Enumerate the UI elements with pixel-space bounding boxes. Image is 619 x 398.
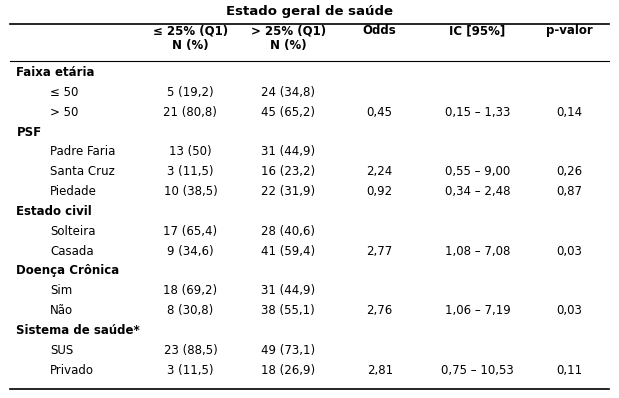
Text: 41 (59,4): 41 (59,4) bbox=[261, 245, 315, 258]
Text: 2,81: 2,81 bbox=[366, 364, 393, 377]
Text: 0,15 – 1,33: 0,15 – 1,33 bbox=[444, 106, 510, 119]
Text: IC [95%]: IC [95%] bbox=[449, 24, 506, 37]
Text: 0,03: 0,03 bbox=[556, 245, 582, 258]
Text: Sistema de saúde*: Sistema de saúde* bbox=[16, 324, 140, 337]
Text: SUS: SUS bbox=[50, 344, 73, 357]
Text: 0,45: 0,45 bbox=[366, 106, 392, 119]
Text: PSF: PSF bbox=[16, 126, 41, 139]
Text: 45 (65,2): 45 (65,2) bbox=[261, 106, 315, 119]
Text: Odds: Odds bbox=[363, 24, 397, 37]
Text: > 25% (Q1): > 25% (Q1) bbox=[251, 24, 326, 37]
Text: 31 (44,9): 31 (44,9) bbox=[261, 284, 315, 297]
Text: Sim: Sim bbox=[50, 284, 72, 297]
Text: 16 (23,2): 16 (23,2) bbox=[261, 165, 315, 178]
Text: 0,92: 0,92 bbox=[366, 185, 393, 198]
Text: 0,26: 0,26 bbox=[556, 165, 582, 178]
Text: > 50: > 50 bbox=[50, 106, 79, 119]
Text: 28 (40,6): 28 (40,6) bbox=[261, 225, 315, 238]
Text: Faixa etária: Faixa etária bbox=[16, 66, 95, 79]
Text: 3 (11,5): 3 (11,5) bbox=[167, 364, 214, 377]
Text: 5 (19,2): 5 (19,2) bbox=[167, 86, 214, 99]
Text: 1,06 – 7,19: 1,06 – 7,19 bbox=[444, 304, 510, 317]
Text: N (%): N (%) bbox=[270, 39, 306, 53]
Text: 9 (34,6): 9 (34,6) bbox=[167, 245, 214, 258]
Text: Santa Cruz: Santa Cruz bbox=[50, 165, 115, 178]
Text: 0,11: 0,11 bbox=[556, 364, 582, 377]
Text: 18 (69,2): 18 (69,2) bbox=[163, 284, 217, 297]
Text: 24 (34,8): 24 (34,8) bbox=[261, 86, 315, 99]
Text: Padre Faria: Padre Faria bbox=[50, 145, 115, 158]
Text: 8 (30,8): 8 (30,8) bbox=[167, 304, 214, 317]
Text: 0,87: 0,87 bbox=[556, 185, 582, 198]
Text: 0,75 – 10,53: 0,75 – 10,53 bbox=[441, 364, 514, 377]
Text: 0,14: 0,14 bbox=[556, 106, 582, 119]
Text: 17 (65,4): 17 (65,4) bbox=[163, 225, 217, 238]
Text: 2,24: 2,24 bbox=[366, 165, 393, 178]
Text: 0,34 – 2,48: 0,34 – 2,48 bbox=[444, 185, 510, 198]
Text: 23 (88,5): 23 (88,5) bbox=[163, 344, 217, 357]
Text: 2,77: 2,77 bbox=[366, 245, 393, 258]
Text: Estado geral de saúde: Estado geral de saúde bbox=[226, 5, 393, 18]
Text: 2,76: 2,76 bbox=[366, 304, 393, 317]
Text: 0,55 – 9,00: 0,55 – 9,00 bbox=[445, 165, 510, 178]
Text: Doença Crônica: Doença Crônica bbox=[16, 264, 119, 277]
Text: 31 (44,9): 31 (44,9) bbox=[261, 145, 315, 158]
Text: N (%): N (%) bbox=[172, 39, 209, 53]
Text: ≤ 25% (Q1): ≤ 25% (Q1) bbox=[153, 24, 228, 37]
Text: 21 (80,8): 21 (80,8) bbox=[163, 106, 217, 119]
Text: 1,08 – 7,08: 1,08 – 7,08 bbox=[444, 245, 510, 258]
Text: 22 (31,9): 22 (31,9) bbox=[261, 185, 315, 198]
Text: Não: Não bbox=[50, 304, 73, 317]
Text: Privado: Privado bbox=[50, 364, 94, 377]
Text: 13 (50): 13 (50) bbox=[169, 145, 212, 158]
Text: 0,03: 0,03 bbox=[556, 304, 582, 317]
Text: 3 (11,5): 3 (11,5) bbox=[167, 165, 214, 178]
Text: Solteira: Solteira bbox=[50, 225, 95, 238]
Text: ≤ 50: ≤ 50 bbox=[50, 86, 79, 99]
Text: 10 (38,5): 10 (38,5) bbox=[163, 185, 217, 198]
Text: Casada: Casada bbox=[50, 245, 93, 258]
Text: Estado civil: Estado civil bbox=[16, 205, 92, 218]
Text: Piedade: Piedade bbox=[50, 185, 97, 198]
Text: 49 (73,1): 49 (73,1) bbox=[261, 344, 315, 357]
Text: 38 (55,1): 38 (55,1) bbox=[261, 304, 315, 317]
Text: 18 (26,9): 18 (26,9) bbox=[261, 364, 315, 377]
Text: p-valor: p-valor bbox=[546, 24, 592, 37]
